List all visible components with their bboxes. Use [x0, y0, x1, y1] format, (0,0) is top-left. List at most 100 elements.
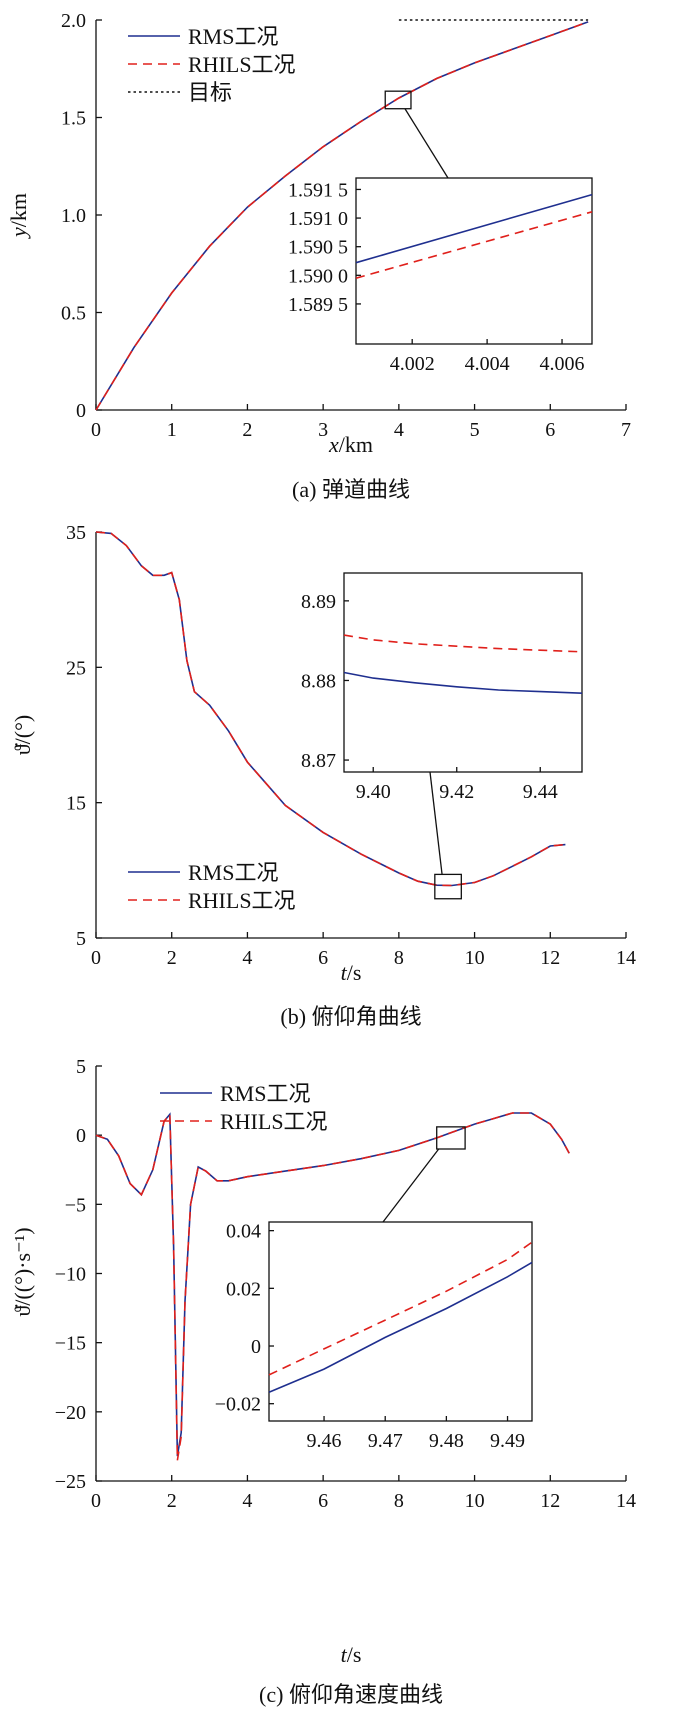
x-axis-label: t/s [341, 960, 362, 985]
x-tick-label: 4 [394, 419, 404, 441]
inset-series-line-2 [268, 1241, 533, 1376]
y-tick-label: 5 [76, 1056, 86, 1078]
inset-y-tick-label: 0.04 [226, 1221, 261, 1243]
zoom-connector [382, 1148, 440, 1223]
x-tick-label: 4 [242, 1490, 252, 1512]
y-axis-label: ϑ̇/((°)·s⁻¹) [10, 1227, 35, 1316]
inset-y-tick-label: 1.589 5 [288, 294, 348, 316]
x-axis-var: t [341, 1642, 348, 1667]
inset-x-tick-label: 4.004 [465, 353, 510, 375]
inset-series-line-1 [343, 671, 583, 694]
inset-x-tick-label: 9.44 [523, 781, 558, 803]
series-line-2 [95, 531, 566, 887]
inset: 4.002 4.004 4.006 1.589 5 1.590 0 1.590 5 1.59… [288, 108, 593, 375]
y-axis-label-group: ϑ̇/(°) [10, 715, 35, 755]
inset-frame [355, 177, 593, 345]
x-axis-label: t/s [341, 1642, 362, 1667]
x-tick-label: 12 [540, 1490, 560, 1512]
inset-y-tick-label: 1.590 5 [288, 237, 348, 259]
y-tick-label: 25 [66, 657, 86, 679]
y-tick-label: −25 [55, 1471, 86, 1493]
inset-series-line-2 [355, 211, 593, 279]
legend-label: RMS工况 [188, 24, 278, 49]
y-axis-label: y/km [6, 193, 31, 239]
x-axis-var: t [341, 960, 348, 985]
y-tick-label: 15 [66, 793, 86, 815]
chart-1: 0 1 2 3 4 5 6 700.51.01.52.0x/kmy/km(a) 弹道曲线4.0… [6, 10, 631, 502]
y-tick-label: 5 [76, 928, 86, 950]
series-line-2 [95, 1112, 570, 1461]
x-tick-label: 4 [242, 947, 252, 969]
y-tick-label: −20 [55, 1402, 86, 1424]
chart-3: 0 2 4 6 8 10 12 14 5 0 −5 −10 −15 −20 −25 t/s ϑ̇/((°)·s⁻… [10, 1056, 636, 1707]
x-tick-label: 8 [394, 1490, 404, 1512]
x-tick-label: 6 [318, 947, 328, 969]
inset-x-tick-label: 9.42 [439, 781, 474, 803]
x-axis-unit: /s [347, 1642, 362, 1667]
x-tick-label: 5 [470, 419, 480, 441]
zoom-box [434, 873, 462, 900]
inset-y-tick-label: 1.590 0 [288, 265, 348, 287]
y-tick-label: 1.5 [61, 108, 86, 130]
x-tick-label: 0 [91, 947, 101, 969]
legend: RMS工况 RHILS工况 [160, 1081, 328, 1134]
y-axis-label-group: ϑ̇/((°)·s⁻¹) [10, 1227, 35, 1316]
y-axis-label-group: y/km [6, 193, 31, 239]
y-tick-label: 0.5 [61, 303, 86, 325]
y-axis-unit: /km [6, 193, 31, 227]
inset-y-tick-label: 8.87 [301, 750, 336, 772]
x-tick-label: 14 [616, 1490, 636, 1512]
legend-label: 目标 [188, 80, 232, 105]
y-tick-label: 0 [76, 1125, 86, 1147]
legend-label: RHILS工况 [188, 52, 296, 77]
x-tick-label: 8 [394, 947, 404, 969]
inset-y-tick-label: 1.591 5 [288, 179, 348, 201]
x-tick-label: 1 [167, 419, 177, 441]
x-tick-label: 10 [465, 947, 485, 969]
inset-x-tick-label: 9.49 [490, 1430, 525, 1452]
x-tick-label: 6 [318, 1490, 328, 1512]
inset-y-tick-label: 8.89 [301, 591, 336, 613]
y-tick-label: −5 [65, 1194, 86, 1216]
x-tick-label: 7 [621, 419, 631, 441]
x-axis-var: x [328, 432, 339, 457]
inset-x-tick-label: 4.002 [390, 353, 435, 375]
y-tick-label: −10 [55, 1264, 86, 1286]
inset-x-tick-label: 4.006 [540, 353, 585, 375]
x-tick-label: 10 [465, 1490, 485, 1512]
x-axis-unit: /km [339, 432, 373, 457]
legend: RMS工况 RHILS工况 [128, 860, 296, 913]
y-tick-label: 2.0 [61, 10, 86, 32]
inset-series-line-1 [355, 193, 593, 264]
inset-series-line-1 [268, 1261, 533, 1393]
chart-caption: (a) 弹道曲线 [292, 477, 410, 502]
x-tick-label: 3 [318, 419, 328, 441]
x-tick-label: 2 [242, 419, 252, 441]
inset-y-tick-label: 1.591 0 [288, 208, 348, 230]
y-axis-var: y [6, 227, 31, 239]
y-tick-label: 0 [76, 400, 86, 422]
x-axis-unit: /s [347, 960, 362, 985]
zoom-connector [429, 771, 443, 875]
y-tick-label: 35 [66, 522, 86, 544]
x-tick-label: 12 [540, 947, 560, 969]
x-tick-label: 0 [91, 1490, 101, 1512]
legend-label: RHILS工况 [188, 888, 296, 913]
inset-y-tick-label: 0.02 [226, 1278, 261, 1300]
zoom-box [384, 90, 412, 110]
legend-label: RMS工况 [188, 860, 278, 885]
chart-caption: (b) 俯仰角曲线 [280, 1004, 421, 1029]
inset-y-tick-label: 8.88 [301, 670, 336, 692]
x-tick-label: 14 [616, 947, 636, 969]
chart-caption: (c) 俯仰角速度曲线 [259, 1682, 443, 1707]
y-tick-label: 1.0 [61, 205, 86, 227]
x-tick-label: 6 [545, 419, 555, 441]
inset-x-tick-label: 9.46 [307, 1430, 342, 1452]
x-tick-label: 2 [167, 1490, 177, 1512]
inset-frame [343, 572, 583, 773]
x-tick-label: 0 [91, 419, 101, 441]
inset: 9.40 9.42 9.44 8.87 8.88 8.89 [301, 572, 583, 875]
legend-label: RHILS工况 [220, 1109, 328, 1134]
zoom-connector [404, 108, 449, 179]
